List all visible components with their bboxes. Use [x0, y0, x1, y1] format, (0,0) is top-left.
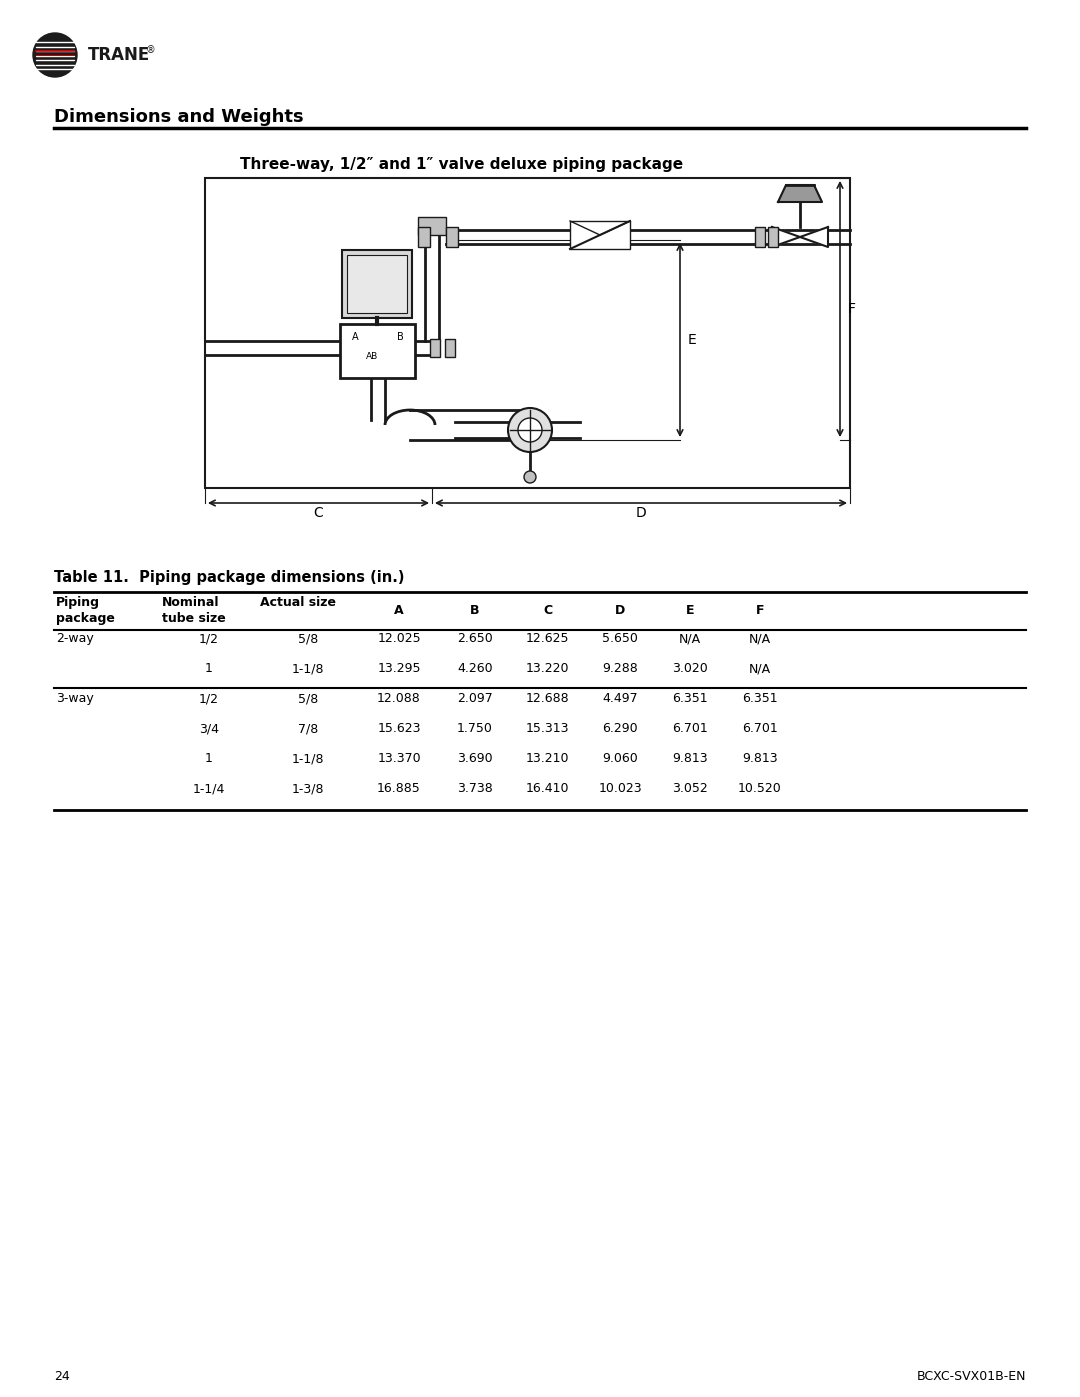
Text: 10.023: 10.023: [598, 782, 642, 795]
Text: B: B: [396, 332, 403, 342]
Text: 4.497: 4.497: [603, 692, 638, 705]
Text: 9.060: 9.060: [603, 752, 638, 766]
Text: 1-1/4: 1-1/4: [193, 782, 226, 795]
Circle shape: [524, 471, 536, 483]
Text: 3.738: 3.738: [457, 782, 492, 795]
Polygon shape: [772, 226, 800, 247]
Text: 1/2: 1/2: [199, 692, 219, 705]
Text: E: E: [688, 332, 697, 346]
Text: N/A: N/A: [748, 631, 771, 645]
Text: 15.623: 15.623: [377, 722, 421, 735]
Text: 5/8: 5/8: [298, 692, 319, 705]
Text: 10.520: 10.520: [738, 782, 782, 795]
Text: F: F: [848, 302, 856, 316]
Text: TRANE: TRANE: [87, 46, 150, 64]
Text: F: F: [756, 604, 765, 617]
Text: 9.813: 9.813: [672, 752, 707, 766]
Text: A: A: [352, 332, 359, 342]
Polygon shape: [800, 226, 828, 247]
Text: E: E: [686, 604, 694, 617]
Bar: [570, 221, 630, 249]
Bar: [445, 339, 455, 358]
Text: C: C: [313, 506, 323, 520]
Text: 13.370: 13.370: [377, 752, 421, 766]
Text: 1-1/8: 1-1/8: [292, 662, 324, 675]
Text: BCXC-SVX01B-EN: BCXC-SVX01B-EN: [917, 1370, 1026, 1383]
Text: 13.210: 13.210: [526, 752, 569, 766]
Text: D: D: [636, 506, 646, 520]
Text: 2.650: 2.650: [457, 631, 492, 645]
Text: 12.088: 12.088: [377, 692, 421, 705]
Circle shape: [508, 408, 552, 453]
Text: 6.290: 6.290: [603, 722, 638, 735]
Text: C: C: [543, 604, 552, 617]
Text: 1/2: 1/2: [199, 631, 219, 645]
Text: AB: AB: [366, 352, 378, 360]
Text: 6.351: 6.351: [672, 692, 707, 705]
Bar: [418, 217, 446, 235]
Bar: [205, 177, 850, 488]
Bar: [342, 250, 411, 319]
Text: 6.701: 6.701: [742, 722, 778, 735]
Text: 1-1/8: 1-1/8: [292, 752, 324, 766]
Text: Actual size: Actual size: [260, 597, 336, 609]
Bar: [340, 324, 415, 379]
Bar: [446, 226, 458, 247]
Text: 3.020: 3.020: [672, 662, 707, 675]
Polygon shape: [778, 184, 822, 203]
Text: 7/8: 7/8: [298, 722, 319, 735]
Text: Nominal
tube size: Nominal tube size: [162, 597, 226, 624]
Text: Dimensions and Weights: Dimensions and Weights: [54, 108, 303, 126]
Circle shape: [33, 34, 77, 77]
Text: 15.313: 15.313: [526, 722, 569, 735]
Text: 16.885: 16.885: [377, 782, 421, 795]
Text: 3/4: 3/4: [199, 722, 219, 735]
Text: 1.750: 1.750: [457, 722, 492, 735]
Text: 13.220: 13.220: [526, 662, 569, 675]
Text: 1: 1: [205, 662, 213, 675]
Text: Piping
package: Piping package: [56, 597, 114, 624]
Text: Table 11.  Piping package dimensions (in.): Table 11. Piping package dimensions (in.…: [54, 570, 405, 585]
Bar: [418, 226, 430, 247]
Text: Three-way, 1/2″ and 1″ valve deluxe piping package: Three-way, 1/2″ and 1″ valve deluxe pipi…: [240, 156, 684, 172]
Bar: [430, 339, 440, 358]
Bar: [768, 226, 778, 247]
Text: 3-way: 3-way: [56, 692, 94, 705]
Text: 9.813: 9.813: [742, 752, 778, 766]
Bar: [347, 256, 407, 313]
Text: 4.260: 4.260: [457, 662, 492, 675]
Text: 6.351: 6.351: [742, 692, 778, 705]
Text: 5.650: 5.650: [602, 631, 638, 645]
Text: 24: 24: [54, 1370, 70, 1383]
Text: 16.410: 16.410: [526, 782, 569, 795]
Text: N/A: N/A: [748, 662, 771, 675]
Text: 5/8: 5/8: [298, 631, 319, 645]
Text: 12.625: 12.625: [526, 631, 569, 645]
Text: ®: ®: [146, 45, 156, 54]
Text: 1-3/8: 1-3/8: [292, 782, 324, 795]
Text: B: B: [470, 604, 480, 617]
Text: 12.025: 12.025: [377, 631, 421, 645]
Text: 13.295: 13.295: [377, 662, 421, 675]
Text: 2.097: 2.097: [457, 692, 492, 705]
Text: 12.688: 12.688: [526, 692, 569, 705]
Text: 3.052: 3.052: [672, 782, 707, 795]
Bar: [755, 226, 765, 247]
Text: 2-way: 2-way: [56, 631, 94, 645]
Circle shape: [518, 418, 542, 441]
Text: 9.288: 9.288: [603, 662, 638, 675]
Text: N/A: N/A: [679, 631, 701, 645]
Text: A: A: [394, 604, 404, 617]
Text: D: D: [615, 604, 625, 617]
Text: 6.701: 6.701: [672, 722, 707, 735]
Text: 1: 1: [205, 752, 213, 766]
Text: 3.690: 3.690: [457, 752, 492, 766]
